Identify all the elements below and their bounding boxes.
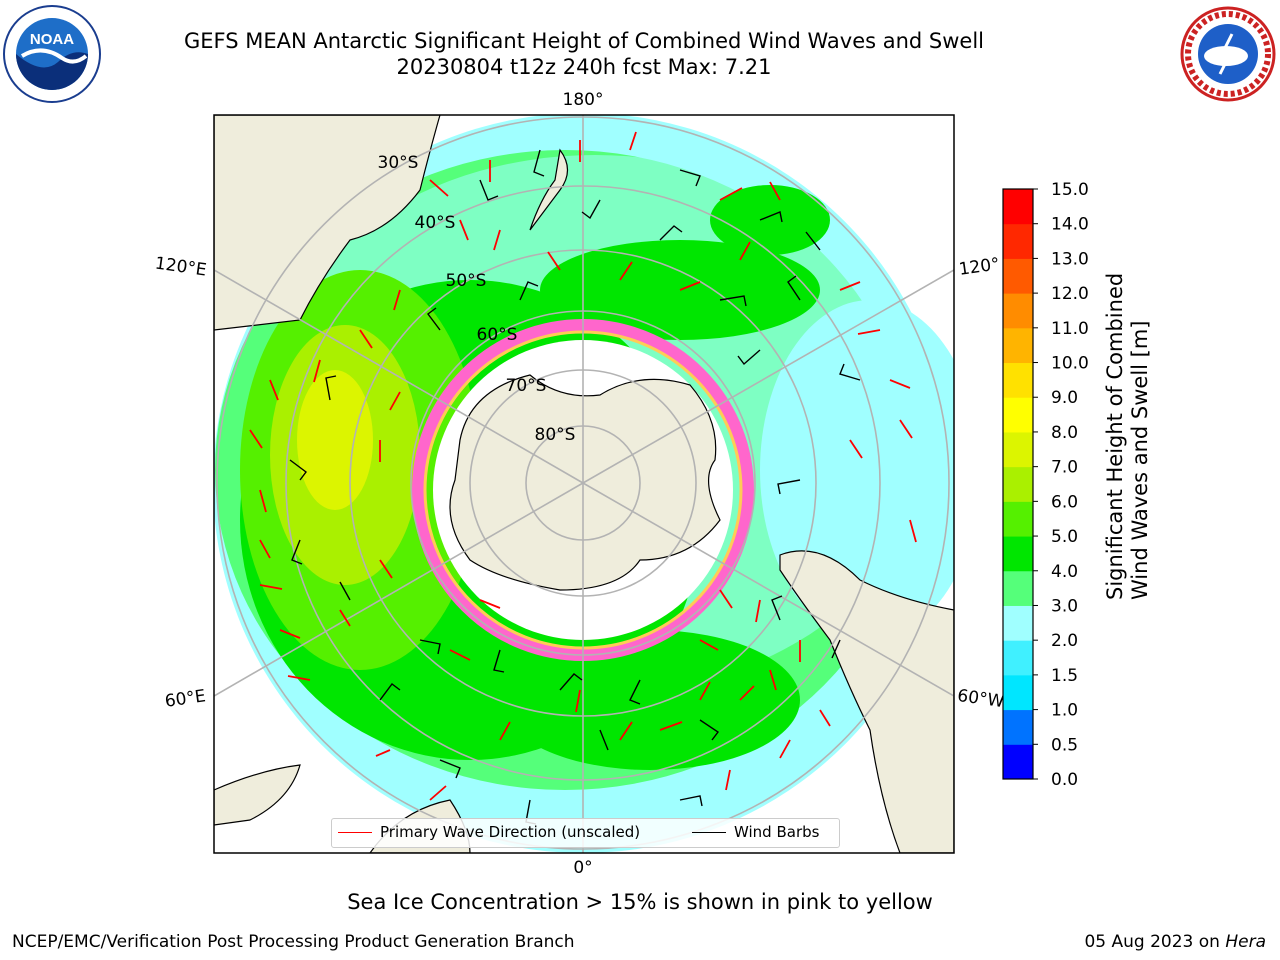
- lon-label-60w: 60°W: [956, 686, 1005, 712]
- new-zealand-landmass: [529, 148, 569, 231]
- colorbar-tick-label: 12.0: [1051, 284, 1089, 304]
- colorbar-tick-label: 11.0: [1051, 319, 1089, 339]
- credit-line: NCEP/EMC/Verification Post Processing Pr…: [12, 932, 575, 952]
- colorbar-tick-label: 9.0: [1051, 388, 1078, 408]
- lat-label-70s: 70°S: [506, 376, 547, 396]
- colorbar-segment: [1003, 536, 1033, 572]
- colorbar: 0.0 0.5 1.0 1.5 2.0 3.0 4.0 5.0 6.0 7.0 8.0 9.0 10.0…: [1002, 180, 1089, 790]
- colorbar-tick-label: 10.0: [1051, 354, 1089, 374]
- lat-label-50s: 50°S: [446, 271, 487, 291]
- colorbar-segment: [1003, 223, 1033, 259]
- map-subtitle: 20230804 t12z 240h fcst Max: 7.21: [396, 55, 772, 79]
- nws-logo: [1178, 4, 1278, 104]
- lat-label-30s: 30°S: [378, 153, 419, 173]
- wave-field-7-8m: [297, 370, 373, 510]
- map-frame: [213, 114, 955, 854]
- colorbar-tick-label: 1.0: [1051, 701, 1078, 721]
- colorbar-segment: [1003, 362, 1033, 398]
- colorbar-segment: [1003, 189, 1033, 225]
- colorbar-segment: [1003, 501, 1033, 537]
- colorbar-tick-label: 6.0: [1051, 492, 1078, 512]
- lon-label-120w: 120°: [958, 254, 1001, 280]
- colorbar-tick-label: 7.0: [1051, 458, 1078, 478]
- run-date: 05 Aug 2023 on Hera: [1084, 932, 1266, 952]
- colorbar-tick-label: 15.0: [1051, 180, 1089, 200]
- lon-label-60e: 60°E: [164, 686, 207, 711]
- graticule: [214, 115, 954, 853]
- noaa-logo: NOAA: [2, 4, 102, 104]
- legend-wave-direction: Primary Wave Direction (unscaled): [380, 823, 641, 841]
- colorbar-segment: [1003, 397, 1033, 433]
- colorbar-tick-label: 1.5: [1051, 666, 1078, 686]
- colorbar-segment: [1003, 431, 1033, 468]
- sea-ice-note: Sea Ice Concentration > 15% is shown in …: [347, 890, 933, 914]
- wave-direction-arrows: [249, 131, 917, 801]
- map-legend: Primary Wave Direction (unscaled) Wind B…: [331, 818, 840, 848]
- map-title: GEFS MEAN Antarctic Significant Height o…: [183, 29, 985, 53]
- wind-barb-swatch: [692, 831, 726, 833]
- colorbar-tick-label: 0.5: [1051, 735, 1078, 755]
- south-america-landmass: [779, 550, 954, 853]
- map-panel: [214, 115, 954, 853]
- colorbar-segment: [1003, 709, 1033, 745]
- colorbar-segment: [1003, 605, 1033, 641]
- wave-direction-swatch: [338, 831, 372, 833]
- colorbar-tick-label: 4.0: [1051, 562, 1078, 582]
- colorbar-segment: [1003, 674, 1033, 711]
- colorbar-tick-label: 2.0: [1051, 631, 1078, 651]
- colorbar-frame: [1002, 188, 1034, 780]
- colorbar-tick-label: 3.0: [1051, 596, 1078, 616]
- colorbar-segment: [1003, 258, 1033, 294]
- colorbar-segment: [1003, 570, 1033, 606]
- colorbar-tick-label: 0.0: [1051, 770, 1078, 790]
- colorbar-tick-label: 13.0: [1051, 249, 1089, 269]
- svg-text:NOAA: NOAA: [30, 31, 74, 48]
- colorbar-tick-label: 5.0: [1051, 527, 1078, 547]
- lon-label-0: 0°: [573, 858, 592, 878]
- madagascar-landmass: [214, 764, 301, 826]
- colorbar-segment: [1003, 293, 1033, 329]
- colorbar-label: Significant Height of Combined Wind Wave…: [1103, 272, 1152, 600]
- lat-label-60s: 60°S: [477, 325, 518, 345]
- colorbar-segment: [1003, 466, 1033, 502]
- colorbar-tick-label: 14.0: [1051, 215, 1089, 235]
- machine-name: Hera: [1225, 932, 1266, 952]
- lon-label-180: 180°: [563, 90, 604, 110]
- lat-label-40s: 40°S: [415, 213, 456, 233]
- colorbar-segment: [1003, 640, 1033, 676]
- colorbar-segment: [1003, 744, 1033, 780]
- lon-label-120e: 120°E: [154, 254, 208, 281]
- colorbar-segment: [1003, 327, 1033, 364]
- lat-label-80s: 80°S: [535, 425, 576, 445]
- legend-wind-barbs: Wind Barbs: [734, 823, 820, 841]
- colorbar-tick-label: 8.0: [1051, 423, 1078, 443]
